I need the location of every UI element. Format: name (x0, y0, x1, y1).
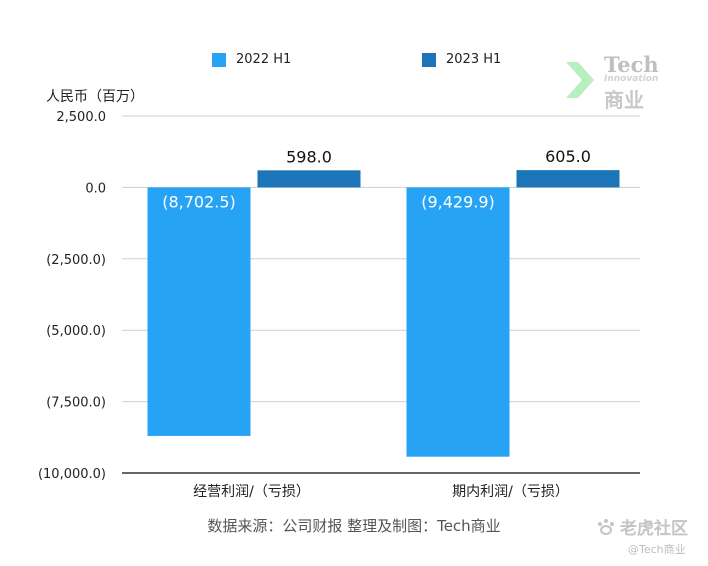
source-note: 数据来源：公司财报 整理及制图：Tech商业 (207, 517, 501, 535)
y-tick-label: (7,500.0) (46, 396, 106, 411)
bar-data-label: 598.0 (286, 147, 332, 166)
y-axis-label: 人民币（百万） (46, 89, 144, 105)
watermark-handle: @Tech商业 (628, 543, 686, 556)
logo-arrow-icon (566, 62, 594, 98)
y-tick-label: (10,000.0) (38, 467, 106, 482)
bar (516, 170, 620, 188)
watermark: 老虎社区 (596, 514, 688, 539)
tech-logo: Tech Innovation 商业 (566, 52, 666, 112)
bar (147, 187, 251, 436)
legend-label-2022-h1: 2022 H1 (236, 52, 292, 67)
logo-text-innovation: Innovation (604, 74, 659, 84)
y-tick-label: 0.0 (85, 181, 106, 196)
legend-item-2023-h1: 2023 H1 (422, 52, 501, 67)
tiger-paw-icon (598, 518, 614, 535)
bar-data-label: (8,702.5) (162, 192, 236, 211)
y-tick-label: (5,000.0) (46, 324, 106, 339)
bar-data-label: 605.0 (545, 147, 591, 166)
legend-swatch-2023-h1 (422, 52, 436, 67)
legend-label-2023-h1: 2023 H1 (446, 52, 502, 67)
y-tick-label: 2,500.0 (56, 110, 106, 125)
bar-data-label: (9,429.9) (421, 192, 495, 211)
bar (257, 170, 361, 188)
logo-text-cn: 商业 (604, 88, 644, 112)
legend-swatch-2022-h1 (212, 52, 226, 67)
x-category-label: 期内利润/（亏损） (452, 484, 569, 500)
y-tick-label: (2,500.0) (46, 253, 106, 268)
legend-item-2022-h1: 2022 H1 (212, 52, 291, 67)
bar (406, 187, 510, 457)
watermark-text: 老虎社区 (620, 519, 688, 539)
logo-text-tech: Tech (604, 52, 659, 77)
x-category-label: 经营利润/（亏损） (193, 484, 310, 500)
